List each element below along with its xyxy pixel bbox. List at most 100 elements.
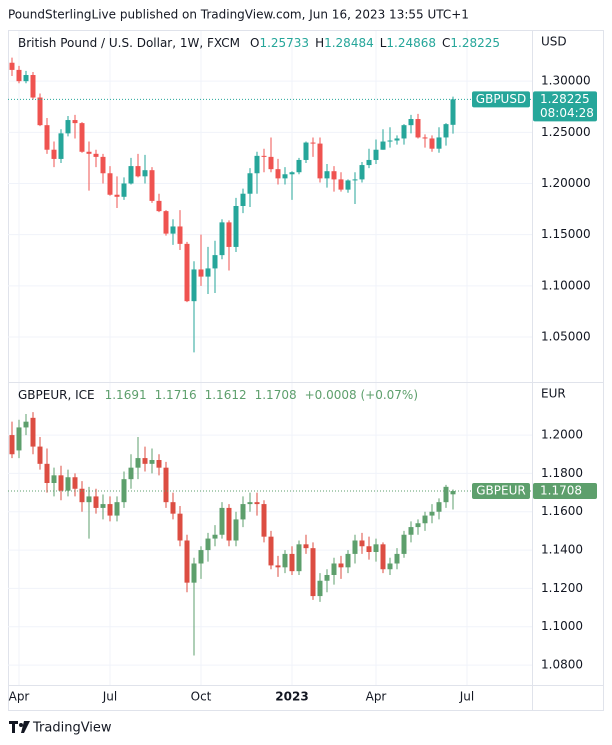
candle-body <box>198 550 204 564</box>
symbol-tag-text: GBPUSD <box>476 92 526 106</box>
currency-label: USD <box>541 35 567 49</box>
candle-body <box>282 174 288 179</box>
y-tick-label: 1.1600 <box>541 504 583 518</box>
candle-body <box>135 166 141 177</box>
candle-body <box>296 544 302 572</box>
candle-body <box>303 142 309 160</box>
candle-body <box>429 138 435 149</box>
ohlc-letter: H <box>315 36 324 50</box>
x-tick-label: 2023 <box>275 690 308 704</box>
candle-body <box>387 140 393 142</box>
candle-body <box>114 502 120 516</box>
candle-body <box>9 62 15 70</box>
candle-body <box>303 544 309 549</box>
candle-body <box>86 496 92 503</box>
candle-body <box>121 479 127 503</box>
candle-body <box>79 123 85 152</box>
candle-body <box>394 138 400 141</box>
candle-body <box>212 255 218 269</box>
change-value: +0.0008 (+0.07%) <box>305 388 418 402</box>
candle-body <box>121 183 127 197</box>
candle-body <box>100 156 106 174</box>
candle-body <box>51 475 57 483</box>
candle-body <box>142 458 148 464</box>
candle-body <box>219 222 225 256</box>
pane-legend: GBPEUR, ICE 1.1691 1.1716 1.1612 1.1708 +0.00… <box>18 388 418 402</box>
candle-body <box>65 120 71 134</box>
x-tick-label: Jul <box>459 690 474 704</box>
candle-body <box>86 151 92 154</box>
y-tick-label: 1.1200 <box>541 581 583 595</box>
ohlc-value: 1.1691 <box>105 388 147 402</box>
y-tick-label: 1.1400 <box>541 543 583 557</box>
x-tick-label: Apr <box>9 690 30 704</box>
x-tick-label: Apr <box>366 690 387 704</box>
candle-body <box>219 507 225 535</box>
candle-body <box>191 563 197 583</box>
price-tag-text: 1.28225 <box>540 92 590 106</box>
x-tick-label: Oct <box>191 690 212 704</box>
pane-title: GBPEUR, ICE <box>18 388 95 402</box>
candle-body <box>58 475 64 491</box>
publisher-header: PoundSterlingLive published on TradingVi… <box>8 8 469 22</box>
ohlc-value: 1.24868 <box>386 36 436 50</box>
candle-body <box>275 565 281 568</box>
symbol-tag <box>472 91 530 108</box>
y-tick-label: 1.30000 <box>541 74 591 88</box>
candle-body <box>23 75 29 82</box>
candle-body <box>72 477 78 489</box>
candle-body <box>352 540 358 554</box>
candle-body <box>37 97 43 126</box>
candle-body <box>177 226 183 244</box>
candle-body <box>233 206 239 247</box>
candle-body <box>79 488 85 503</box>
y-tick-label: 1.15000 <box>541 227 591 241</box>
ohlc-value: 1.1716 <box>155 388 197 402</box>
candle-body <box>30 75 36 98</box>
candle-body <box>58 133 64 159</box>
candle-body <box>366 546 372 552</box>
candle-body <box>373 149 379 160</box>
candle-body <box>317 580 323 597</box>
candle-body <box>44 125 50 150</box>
candle-body <box>268 536 274 566</box>
candle-body <box>226 222 232 247</box>
candle-body <box>366 159 372 166</box>
candle-body <box>296 159 302 173</box>
pane-title: British Pound / U.S. Dollar, 1W, FXCM <box>18 36 240 50</box>
ohlc-value: 1.1708 <box>255 388 297 402</box>
candle-body <box>65 477 71 491</box>
candle-body <box>198 269 204 277</box>
ohlc-letter: O <box>250 36 259 50</box>
candle-body <box>387 563 393 570</box>
ohlc-value: 1.28484 <box>324 36 374 50</box>
candle-body <box>450 491 456 495</box>
candle-body <box>443 124 449 138</box>
candle-body <box>23 421 29 428</box>
candle-body <box>331 171 337 180</box>
ohlc-value: 1.28225 <box>450 36 500 50</box>
candle-body <box>226 507 232 541</box>
candle-body <box>184 540 190 583</box>
candle-body <box>149 460 155 464</box>
candle-body <box>170 226 176 234</box>
ohlc-letter: L <box>380 36 387 50</box>
tradingview-logo <box>9 721 30 733</box>
chart-frame <box>8 30 604 711</box>
candle-body <box>373 544 379 552</box>
y-tick-label: 1.05000 <box>541 329 591 343</box>
candle-body <box>128 166 134 184</box>
candle-body <box>331 563 337 575</box>
candle-body <box>37 446 43 464</box>
candle-body <box>205 538 211 551</box>
y-tick-label: 1.1000 <box>541 619 583 633</box>
candle-body <box>240 193 246 206</box>
y-tick-label: 1.25000 <box>541 125 591 139</box>
candle-body <box>310 548 316 597</box>
x-tick-label: Jul <box>102 690 117 704</box>
candle-body <box>149 170 155 201</box>
candle-body <box>93 496 99 508</box>
candle-body <box>16 427 22 451</box>
